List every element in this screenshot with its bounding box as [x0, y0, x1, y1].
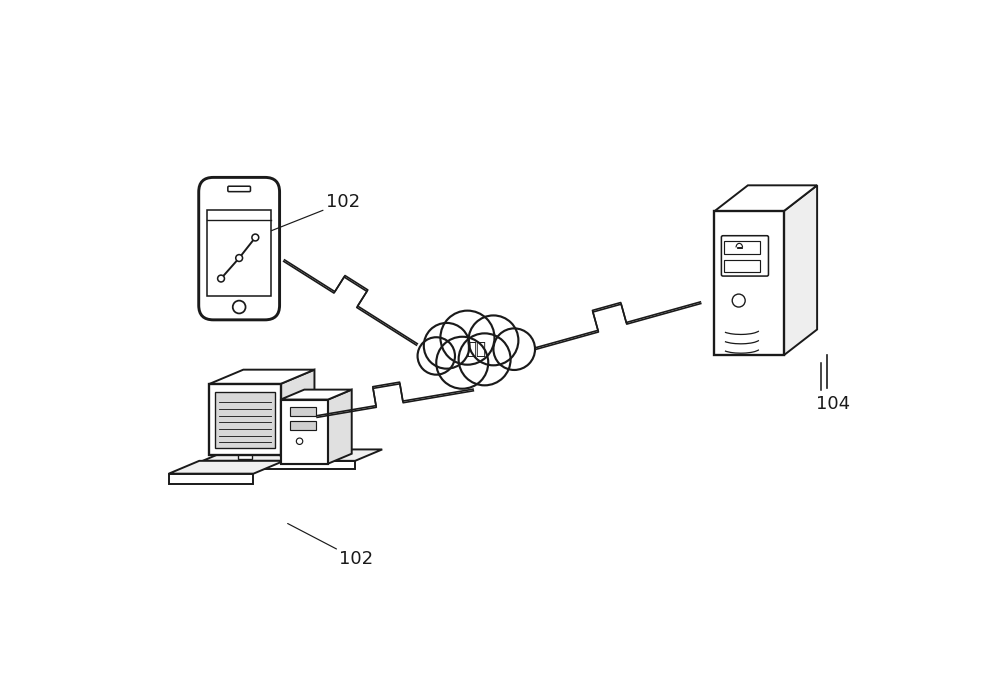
Text: 网络: 网络: [466, 341, 486, 359]
Circle shape: [218, 275, 224, 282]
Circle shape: [468, 316, 518, 365]
Polygon shape: [784, 185, 817, 355]
Polygon shape: [281, 369, 314, 455]
Circle shape: [440, 311, 494, 365]
Bar: [737, 247, 742, 248]
Bar: [169, 474, 253, 484]
Polygon shape: [328, 390, 352, 464]
Circle shape: [236, 254, 243, 261]
Text: 102: 102: [288, 524, 373, 568]
Bar: [290, 421, 316, 429]
Polygon shape: [169, 461, 284, 474]
FancyBboxPatch shape: [199, 178, 280, 320]
Circle shape: [493, 328, 535, 370]
Bar: [238, 455, 252, 459]
Bar: [724, 241, 760, 254]
Bar: [724, 260, 760, 272]
Circle shape: [436, 336, 488, 389]
Circle shape: [252, 234, 259, 241]
Bar: [290, 406, 316, 416]
Bar: [281, 400, 328, 464]
Bar: [714, 211, 784, 355]
Circle shape: [296, 438, 303, 444]
FancyBboxPatch shape: [228, 186, 250, 192]
Circle shape: [418, 337, 455, 375]
Bar: [207, 210, 271, 295]
Bar: [203, 461, 355, 469]
Polygon shape: [714, 185, 817, 211]
Polygon shape: [209, 369, 314, 384]
Text: 104: 104: [816, 395, 850, 413]
Polygon shape: [281, 390, 352, 400]
Circle shape: [459, 333, 511, 386]
Bar: [209, 384, 281, 455]
FancyBboxPatch shape: [721, 236, 768, 276]
Text: 102: 102: [255, 193, 360, 237]
Circle shape: [424, 323, 470, 369]
Circle shape: [732, 294, 745, 307]
Polygon shape: [203, 450, 382, 461]
Circle shape: [233, 301, 246, 314]
Bar: [215, 392, 275, 448]
